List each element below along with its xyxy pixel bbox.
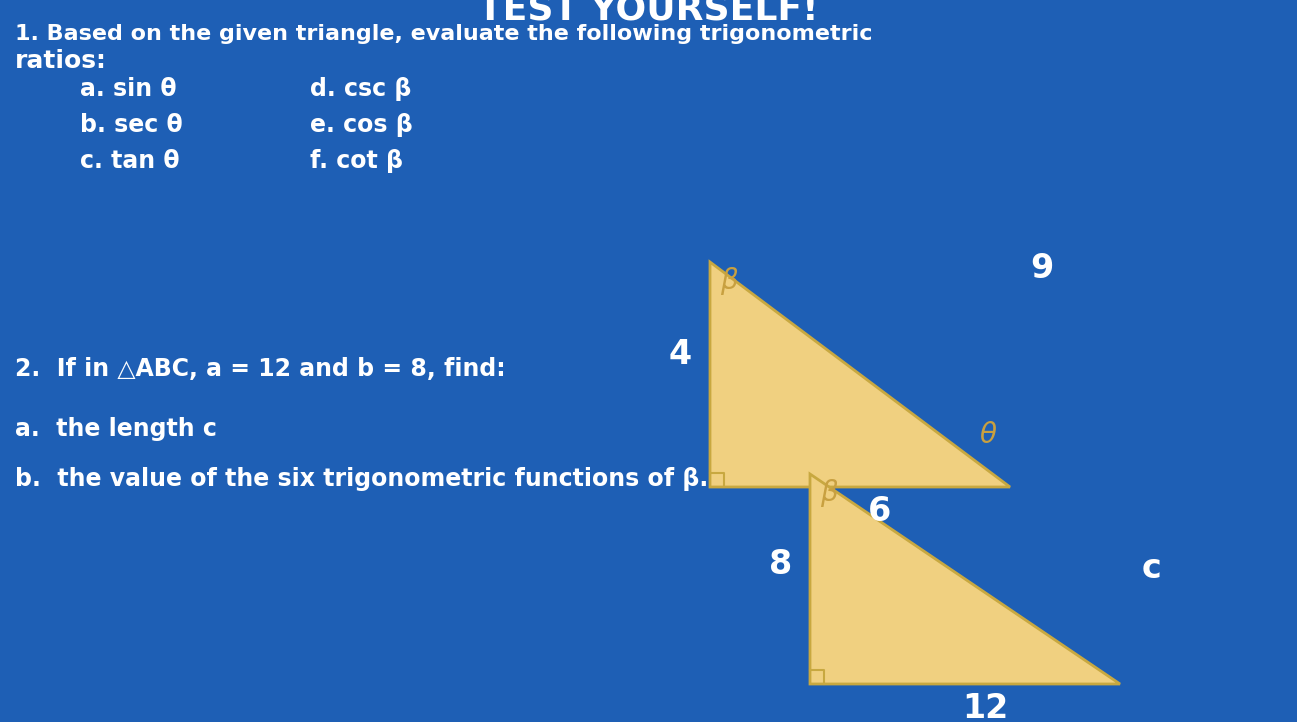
Text: 6: 6 — [869, 495, 891, 528]
Text: 2.  If in △ABC, a = 12 and b = 8, find:: 2. If in △ABC, a = 12 and b = 8, find: — [16, 357, 506, 381]
Polygon shape — [811, 474, 1121, 684]
Text: β: β — [720, 267, 738, 295]
Text: ratios:: ratios: — [16, 49, 106, 73]
Text: 1. Based on the given triangle, evaluate the following trigonometric: 1. Based on the given triangle, evaluate… — [16, 24, 873, 44]
Text: f. cot β: f. cot β — [310, 149, 403, 173]
Text: β: β — [820, 479, 838, 507]
Text: e. cos β: e. cos β — [310, 113, 412, 137]
Text: 8: 8 — [769, 547, 792, 580]
Text: 9: 9 — [1030, 252, 1053, 285]
Text: c. tan θ: c. tan θ — [80, 149, 179, 173]
Text: a. sin θ: a. sin θ — [80, 77, 176, 101]
Text: b.  the value of the six trigonometric functions of β.: b. the value of the six trigonometric fu… — [16, 467, 708, 491]
Text: b. sec θ: b. sec θ — [80, 113, 183, 137]
Text: c: c — [1141, 552, 1162, 586]
Text: 4: 4 — [669, 338, 693, 371]
Text: d. csc β: d. csc β — [310, 77, 411, 101]
Text: θ: θ — [979, 421, 996, 449]
Text: TEST YOURSELF!: TEST YOURSELF! — [477, 0, 818, 26]
Polygon shape — [709, 262, 1010, 487]
Text: 12: 12 — [962, 692, 1008, 722]
Text: a.  the length c: a. the length c — [16, 417, 217, 441]
